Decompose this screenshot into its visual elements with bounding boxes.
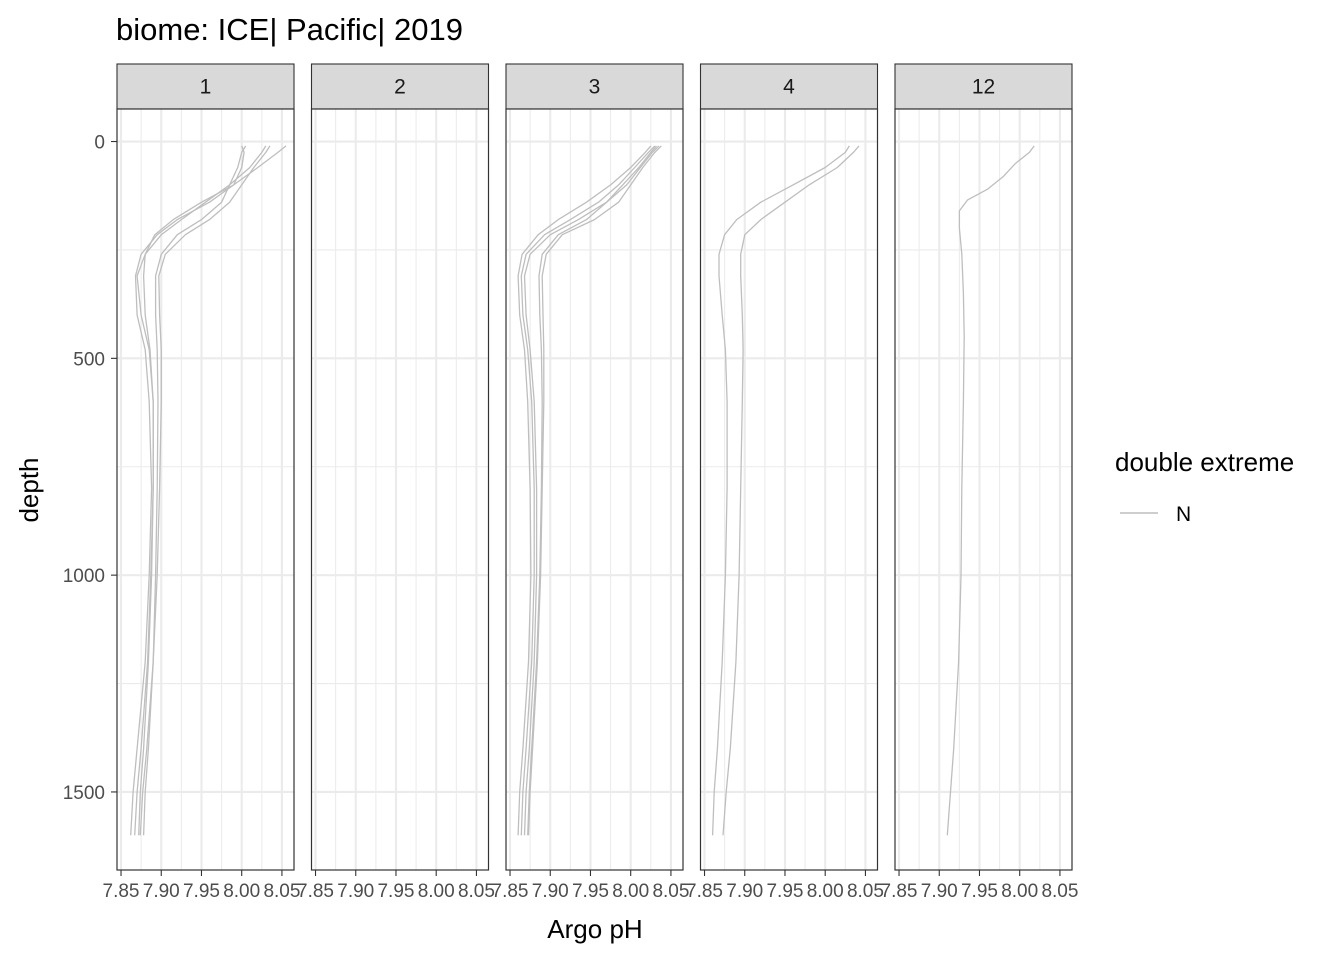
- x-tick-label: 7.90: [337, 881, 374, 902]
- x-tick-label: 7.95: [377, 881, 414, 902]
- profile-line-3: [523, 145, 660, 836]
- x-tick-label: 8.05: [652, 881, 689, 902]
- panel-border: [116, 108, 295, 871]
- x-tick-label: 8.05: [458, 881, 495, 902]
- panel-border: [699, 108, 879, 871]
- profile-line-4: [527, 145, 662, 836]
- panel-border: [310, 108, 490, 871]
- facet-strip: [699, 63, 879, 110]
- facet-panel-2: 2 7.85 7.90 7.95 8.00 8.05: [297, 63, 495, 902]
- x-tick-label: 8.00: [807, 881, 844, 902]
- profile-line-1: [130, 145, 245, 836]
- profile-line-1: [946, 145, 1035, 836]
- profile-line-5: [142, 145, 247, 836]
- profile-line-2: [520, 145, 656, 836]
- legend: double extreme N: [1115, 447, 1294, 526]
- y-tick-label: 1500: [63, 783, 105, 804]
- x-tick-label: 7.95: [961, 881, 998, 902]
- legend-title: double extreme: [1115, 447, 1294, 477]
- y-axis: 0 500 1000 1500: [63, 133, 117, 804]
- x-tick-label: 7.95: [572, 881, 609, 902]
- x-tick-label: 8.05: [1041, 881, 1078, 902]
- x-tick-label: 7.85: [686, 881, 723, 902]
- x-tick-label: 7.90: [143, 881, 180, 902]
- panel-border: [894, 108, 1073, 871]
- x-tick-label: 7.85: [492, 881, 529, 902]
- panel-background: [117, 109, 294, 870]
- x-tick-label: 7.85: [881, 881, 918, 902]
- x-tick-label: 8.05: [847, 881, 884, 902]
- x-tick-label: 8.00: [223, 881, 260, 902]
- x-axis-title: Argo pH: [547, 914, 642, 944]
- x-tick-label: 7.90: [726, 881, 763, 902]
- profile-line-1: [517, 145, 652, 836]
- panel-background: [895, 109, 1072, 870]
- y-tick-label: 500: [73, 349, 105, 370]
- profile-line-5: [527, 145, 657, 836]
- facet-strip-label: 3: [589, 76, 601, 99]
- facet-strip: [116, 63, 295, 110]
- x-tick-label: 7.85: [297, 881, 334, 902]
- profile-line-2: [134, 145, 267, 836]
- facet-strip: [505, 63, 684, 110]
- facet-panel-1: 1 7.85 7.90 7.95 8.00 8.05: [103, 63, 300, 902]
- x-tick-label: 8.00: [1001, 881, 1038, 902]
- x-tick-label: 7.95: [183, 881, 220, 902]
- panel-background: [311, 109, 489, 870]
- facet-strip-label: 1: [200, 76, 212, 99]
- facet-strip: [894, 63, 1073, 110]
- x-tick-label: 7.85: [103, 881, 140, 902]
- panel-background: [506, 109, 683, 870]
- x-tick-label: 8.05: [263, 881, 300, 902]
- y-tick-label: 1000: [63, 566, 105, 587]
- y-axis-title: depth: [14, 457, 44, 522]
- panel-border: [505, 108, 684, 871]
- chart-title: biome: ICE| Pacific| 2019: [116, 12, 463, 47]
- x-tick-label: 7.95: [766, 881, 803, 902]
- facet-panel-12: 12 7.85 7.90 7.95 8.00 8.05: [881, 63, 1078, 902]
- x-tick-label: 8.00: [612, 881, 649, 902]
- legend-label: N: [1176, 503, 1191, 526]
- facet-panel-3: 3 7.85 7.90 7.95 8.00 8.05: [492, 63, 689, 902]
- profile-line-4: [138, 145, 287, 836]
- profile-line-2: [722, 145, 860, 836]
- x-tick-label: 7.90: [921, 881, 958, 902]
- profile-line-1: [711, 145, 850, 836]
- y-tick-label: 0: [94, 133, 105, 154]
- facet-strip-label: 4: [783, 76, 795, 99]
- facet-strip-label: 12: [972, 76, 995, 99]
- x-tick-label: 7.90: [532, 881, 569, 902]
- facet-panel-4: 4 7.85 7.90 7.95 8.00 8.05: [686, 63, 884, 902]
- facet-strip-label: 2: [394, 76, 406, 99]
- x-tick-label: 8.00: [418, 881, 455, 902]
